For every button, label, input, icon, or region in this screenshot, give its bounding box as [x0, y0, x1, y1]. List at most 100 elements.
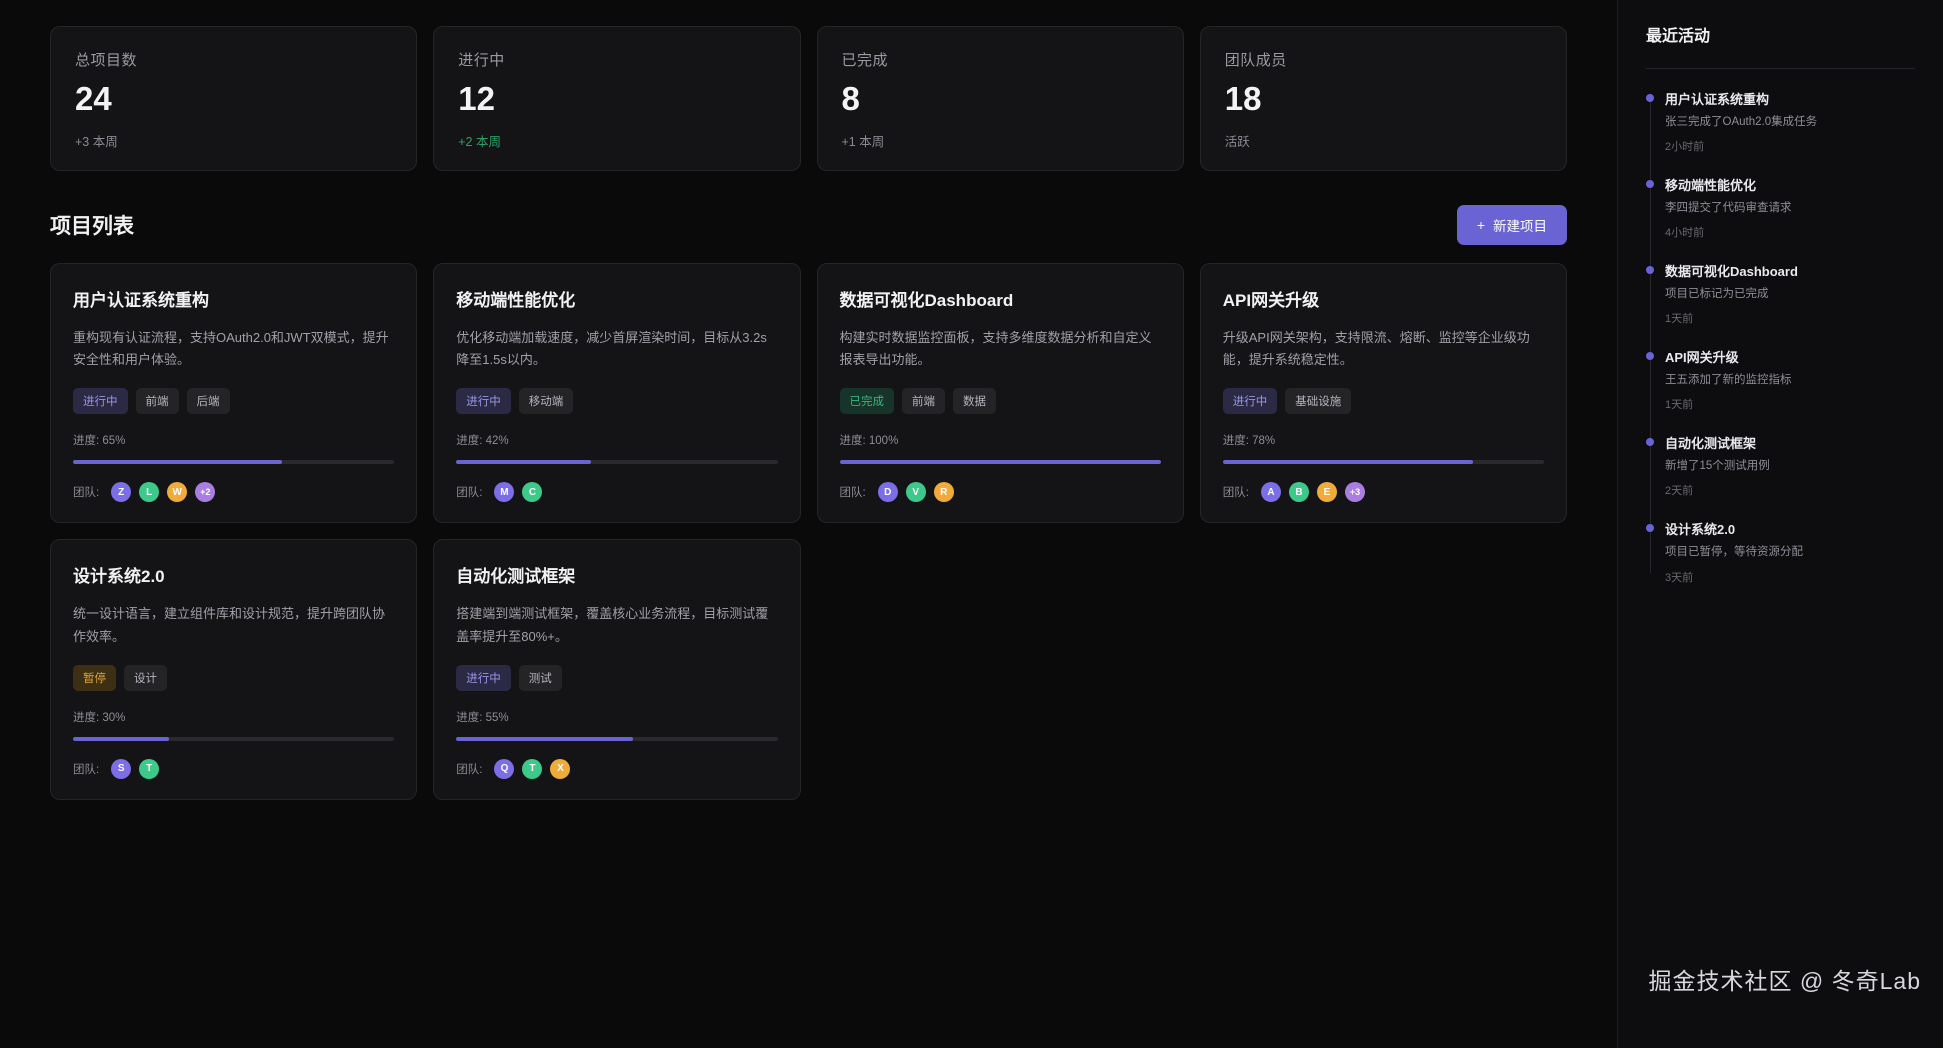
project-grid: 用户认证系统重构 重构现有认证流程，支持OAuth2.0和JWT双模式，提升安全性… — [50, 262, 1567, 800]
activity-time: 1天前 — [1665, 313, 1694, 326]
avatar[interactable]: T — [522, 758, 543, 779]
avatar[interactable]: B — [1288, 482, 1309, 503]
team-row: 团队: Q T X — [456, 758, 777, 779]
main-content: 总项目数 24 +3 本周 进行中 12 +2 本周 已完成 8 +1 本周 团队成员 18 活跃 项… — [50, 26, 1567, 800]
avatar[interactable]: X — [550, 758, 571, 779]
stat-label: 已完成 — [841, 52, 889, 69]
team-label: 团队: — [1222, 487, 1249, 500]
progress-bar — [73, 736, 395, 741]
activity-title: 设计系统2.0 — [1665, 522, 1736, 538]
project-title: 用户认证系统重构 — [73, 290, 209, 310]
activity-item[interactable]: 自动化测试框架 新增了15个测试用例 2天前 — [1646, 433, 1915, 498]
avatar[interactable]: R — [933, 482, 954, 503]
project-title: 自动化测试框架 — [456, 567, 576, 587]
activity-description: 王五添加了新的监控指标 — [1665, 374, 1792, 387]
project-tag: 后端 — [186, 388, 230, 415]
project-description: 统一设计语言，建立组件库和设计规范，提升跨团队协作效率。 — [73, 606, 386, 644]
status-badge: 进行中 — [1222, 388, 1278, 415]
project-card[interactable]: 设计系统2.0 统一设计语言，建立组件库和设计规范，提升跨团队协作效率。 暂停 设计进… — [50, 539, 418, 800]
activity-item[interactable]: 数据可视化Dashboard 项目已标记为已完成 1天前 — [1646, 261, 1915, 326]
avatar[interactable]: Q — [494, 758, 515, 779]
activity-time: 3天前 — [1665, 571, 1694, 584]
activity-title: 移动端性能优化 — [1665, 178, 1757, 194]
project-card[interactable]: 移动端性能优化 优化移动端加载速度，减少首屏渲染时间，目标从3.2s降至1.5s以… — [433, 262, 801, 524]
avatar[interactable]: L — [139, 482, 160, 503]
activity-description: 张三完成了OAuth2.0集成任务 — [1665, 116, 1818, 128]
avatar[interactable]: A — [1260, 482, 1281, 503]
plus-icon: + — [1476, 216, 1485, 233]
progress-label: 进度: 42% — [456, 435, 509, 448]
project-tag: 移动端 — [518, 388, 574, 415]
project-card[interactable]: 数据可视化Dashboard 构建实时数据监控面板，支持多维度数据分析和自定义报表… — [816, 262, 1184, 524]
activity-title: 自动化测试框架 — [1665, 436, 1757, 452]
avatar[interactable]: +3 — [1344, 482, 1365, 503]
progress-bar — [839, 460, 1161, 465]
avatar[interactable]: S — [111, 758, 132, 779]
stat-label: 总项目数 — [75, 52, 138, 69]
project-tags: 进行中 前端 后端 — [73, 388, 394, 415]
stat-value: 12 — [458, 80, 495, 117]
status-badge: 进行中 — [456, 664, 511, 691]
project-title: 数据可视化Dashboard — [839, 290, 1014, 310]
activity-dot-icon — [1646, 266, 1654, 275]
avatar[interactable]: E — [1316, 482, 1337, 503]
progress-bar-fill — [456, 736, 633, 741]
stat-value: 18 — [1224, 80, 1262, 117]
project-tag: 数据 — [953, 388, 996, 415]
avatar[interactable]: V — [905, 482, 926, 503]
status-badge: 暂停 — [73, 664, 116, 691]
project-tag: 前端 — [135, 388, 179, 415]
activity-description: 项目已暂停，等待资源分配 — [1665, 546, 1803, 559]
project-title: 设计系统2.0 — [73, 567, 165, 587]
progress-bar — [1222, 460, 1544, 465]
stat-delta: 活跃 — [1224, 134, 1250, 149]
progress-bar-fill — [839, 460, 1161, 465]
activity-item[interactable]: API网关升级 王五添加了新的监控指标 1天前 — [1646, 347, 1915, 412]
progress-bar-fill — [1222, 460, 1474, 465]
project-title: API网关升级 — [1222, 290, 1320, 310]
project-description: 构建实时数据监控面板，支持多维度数据分析和自定义报表导出功能。 — [839, 329, 1152, 368]
activity-time: 1天前 — [1665, 399, 1694, 412]
team-label: 团队: — [839, 487, 866, 500]
status-badge: 进行中 — [456, 388, 511, 415]
project-card[interactable]: 自动化测试框架 搭建端到端测试框架，覆盖核心业务流程，目标测试覆盖率提升至80%+… — [433, 539, 801, 800]
sidebar-title: 最近活动 — [1646, 28, 1711, 45]
status-badge: 进行中 — [73, 388, 128, 415]
section-header: 项目列表 + 新建项目 — [50, 204, 1567, 245]
project-card[interactable]: API网关升级 升级API网关架构，支持限流、熔断、监控等企业级功能，提升系统稳定… — [1199, 262, 1567, 524]
team-row: 团队: Z L W +2 — [73, 482, 394, 503]
project-tag: 测试 — [518, 664, 562, 691]
stat-delta: +3 本周 — [75, 134, 118, 149]
activity-sidebar: 最近活动 用户认证系统重构 张三完成了OAuth2.0集成任务 2小时前 移动端性能优… — [1617, 0, 1943, 1048]
progress-label: 进度: 100% — [839, 435, 899, 448]
progress-bar-fill — [456, 460, 592, 465]
stat-label: 进行中 — [458, 52, 505, 69]
new-project-button-label: 新建项目 — [1493, 218, 1547, 234]
activity-item[interactable]: 用户认证系统重构 张三完成了OAuth2.0集成任务 2小时前 — [1646, 89, 1915, 154]
activity-item[interactable]: 移动端性能优化 李四提交了代码审查请求 4小时前 — [1646, 175, 1915, 240]
avatar[interactable]: D — [877, 482, 898, 503]
progress-bar — [73, 460, 395, 465]
stat-value: 8 — [841, 80, 860, 117]
avatar[interactable]: T — [139, 758, 160, 779]
team-row: 团队: S T — [73, 758, 394, 779]
project-card[interactable]: 用户认证系统重构 重构现有认证流程，支持OAuth2.0和JWT双模式，提升安全性… — [50, 262, 418, 524]
team-row: 团队: A B E +3 — [1222, 482, 1544, 503]
project-tag: 前端 — [902, 388, 945, 415]
team-label: 团队: — [73, 487, 100, 500]
stat-card: 进行中 12 +2 本周 — [433, 26, 801, 171]
avatar[interactable]: M — [494, 482, 515, 503]
avatar[interactable]: C — [522, 482, 543, 503]
activity-item[interactable]: 设计系统2.0 项目已暂停，等待资源分配 3天前 — [1646, 519, 1915, 584]
watermark: 掘金技术社区 @ 冬奇Lab — [1648, 968, 1921, 994]
stat-card: 已完成 8 +1 本周 — [816, 26, 1184, 171]
activity-dot-icon — [1646, 524, 1654, 533]
avatar[interactable]: W — [167, 482, 188, 503]
avatar[interactable]: Z — [111, 482, 132, 503]
project-tags: 进行中 测试 — [456, 664, 777, 691]
avatar[interactable]: +2 — [195, 482, 216, 503]
team-label: 团队: — [73, 763, 100, 776]
new-project-button[interactable]: + 新建项目 — [1456, 204, 1567, 245]
status-badge: 已完成 — [839, 388, 894, 415]
